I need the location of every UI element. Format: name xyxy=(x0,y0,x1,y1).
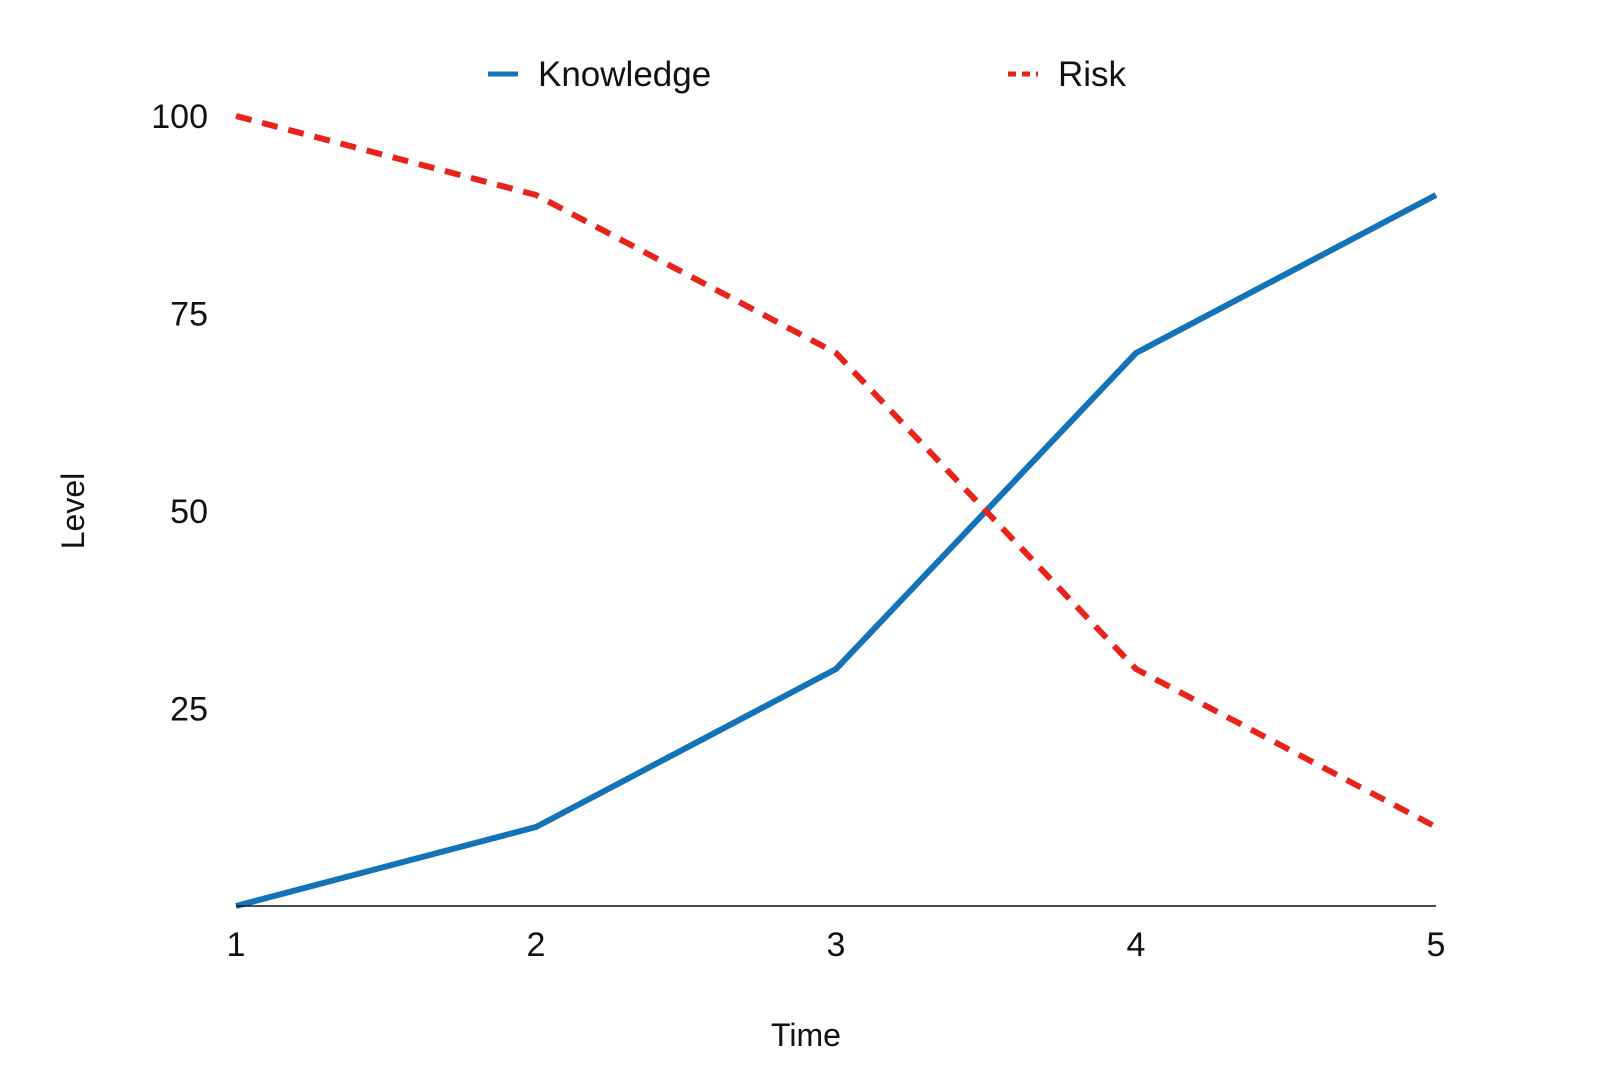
legend-label-risk: Risk xyxy=(1058,55,1127,94)
x-tick-label: 5 xyxy=(1427,926,1446,964)
x-tick-label: 4 xyxy=(1127,926,1146,964)
x-axis-title: Time xyxy=(771,1017,841,1053)
legend: Knowledge Risk xyxy=(488,55,1127,94)
series-lines xyxy=(235,113,1438,909)
legend-label-knowledge: Knowledge xyxy=(538,55,711,94)
y-tick-label: 25 xyxy=(170,691,208,729)
y-tick-label: 75 xyxy=(170,296,208,334)
series-line-risk xyxy=(235,113,1438,830)
y-tick-label: 50 xyxy=(170,493,208,531)
x-tick-label: 3 xyxy=(827,926,846,964)
x-tick-label: 1 xyxy=(227,926,246,964)
y-axis-title: Level xyxy=(55,473,91,550)
series-line-knowledge xyxy=(235,192,1438,909)
x-tick-labels: 1 2 3 4 5 xyxy=(227,926,1446,964)
y-tick-labels: 25 50 75 100 xyxy=(151,98,208,729)
x-tick-label: 2 xyxy=(527,926,546,964)
y-tick-label: 100 xyxy=(151,98,208,136)
